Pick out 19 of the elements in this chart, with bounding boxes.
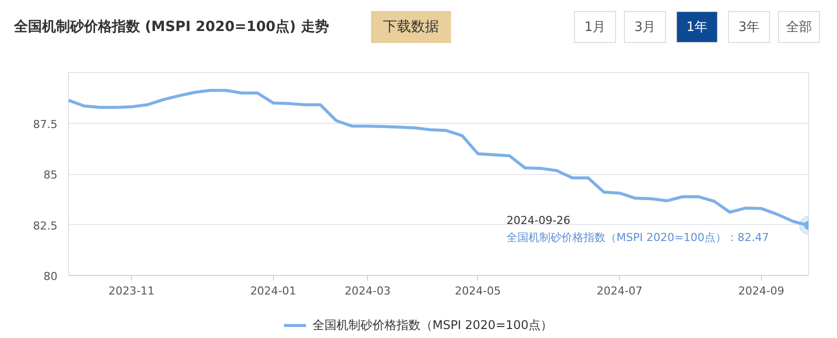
text: 3年 [728,11,770,43]
text: 全部 [778,11,820,43]
x-tick-label: 2023-11 [108,284,154,298]
text: 1年 [676,11,718,43]
x-tick-label: 2024-07 [596,284,643,298]
y-tick-label: 80 [44,270,58,283]
x-tick-label: 2024-01 [250,284,296,298]
chart-title: 全国机制砂价格指数 (MSPI 2020=100点) 走势 [14,18,329,37]
x-tick-label: 2024-05 [454,284,501,298]
annotation: 2024-09-26 全国机制砂价格指数（MSPI 2020=100点）：82.47 [506,214,770,244]
x-tick-label: 2024-03 [344,284,391,298]
text: 1月 [574,11,616,43]
x-tick-label: 2024-09 [738,284,784,298]
legend-label: 全国机制砂价格指数（MSPI 2020=100点） [311,317,554,334]
text: 下载数据 [371,11,451,43]
y-tick-label: 87.5 [33,118,58,131]
text: 3月 [624,11,666,43]
y-tick-label: 82.5 [33,219,58,232]
y-tick-label: 85 [44,168,58,182]
